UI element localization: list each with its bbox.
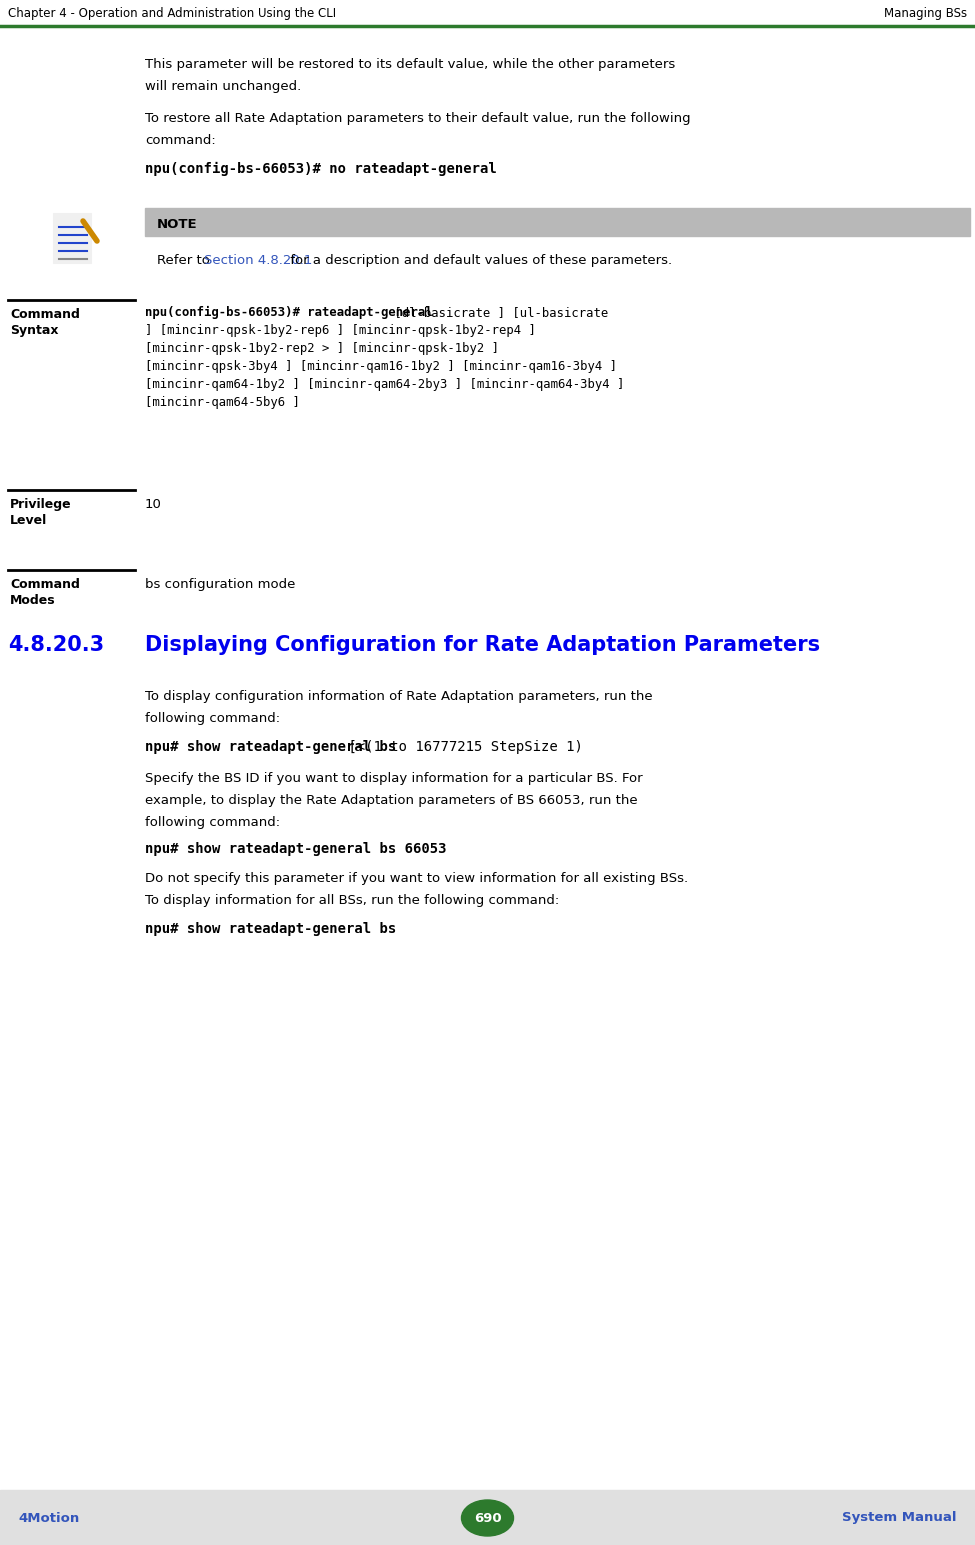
Text: npu# show rateadapt-general bs: npu# show rateadapt-general bs	[145, 740, 396, 754]
Text: bs configuration mode: bs configuration mode	[145, 578, 295, 592]
Text: command:: command:	[145, 134, 215, 147]
Text: will remain unchanged.: will remain unchanged.	[145, 80, 301, 93]
Bar	[145, 209, 970, 236]
Text: Section 4.8.20.1: Section 4.8.20.1	[204, 253, 312, 267]
Text: Command: Command	[10, 307, 80, 321]
Text: Syntax: Syntax	[10, 324, 58, 337]
Text: Refer to: Refer to	[157, 253, 214, 267]
Text: 4.8.20.3: 4.8.20.3	[8, 635, 104, 655]
Text: 690: 690	[474, 1511, 501, 1525]
Text: 4Motion: 4Motion	[18, 1511, 79, 1525]
Text: npu# show rateadapt-general bs: npu# show rateadapt-general bs	[145, 922, 396, 936]
Text: [mincinr-qpsk-3by4 ] [mincinr-qam16-1by2 ] [mincinr-qam16-3by4 ]: [mincinr-qpsk-3by4 ] [mincinr-qam16-1by2…	[145, 360, 617, 372]
Text: Level: Level	[10, 514, 47, 527]
Text: [mincinr-qam64-1by2 ] [mincinr-qam64-2by3 ] [mincinr-qam64-3by4 ]: [mincinr-qam64-1by2 ] [mincinr-qam64-2by…	[145, 379, 624, 391]
Text: example, to display the Rate Adaptation parameters of BS 66053, run the: example, to display the Rate Adaptation …	[145, 794, 638, 806]
Text: [<(1 to 16777215 StepSize 1): [<(1 to 16777215 StepSize 1)	[340, 740, 583, 754]
Text: following command:: following command:	[145, 816, 280, 830]
Text: System Manual: System Manual	[842, 1511, 957, 1525]
Bar	[53, 213, 91, 263]
Text: NOTE: NOTE	[157, 218, 198, 232]
Text: Do not specify this parameter if you want to view information for all existing B: Do not specify this parameter if you wan…	[145, 871, 688, 885]
Text: Privilege: Privilege	[10, 497, 71, 511]
Text: Displaying Configuration for Rate Adaptation Parameters: Displaying Configuration for Rate Adapta…	[145, 635, 820, 655]
Text: Chapter 4 - Operation and Administration Using the CLI: Chapter 4 - Operation and Administration…	[8, 6, 336, 20]
Text: Specify the BS ID if you want to display information for a particular BS. For: Specify the BS ID if you want to display…	[145, 772, 643, 785]
Ellipse shape	[461, 1500, 514, 1536]
Text: for a description and default values of these parameters.: for a description and default values of …	[286, 253, 672, 267]
Text: Managing BSs: Managing BSs	[884, 6, 967, 20]
Text: following command:: following command:	[145, 712, 280, 725]
Text: [mincinr-qam64-5by6 ]: [mincinr-qam64-5by6 ]	[145, 396, 300, 409]
Text: Modes: Modes	[10, 593, 56, 607]
Text: 10: 10	[145, 497, 162, 511]
Text: ] [mincinr-qpsk-1by2-rep6 ] [mincinr-qpsk-1by2-rep4 ]: ] [mincinr-qpsk-1by2-rep6 ] [mincinr-qps…	[145, 324, 536, 337]
Text: To display information for all BSs, run the following command:: To display information for all BSs, run …	[145, 895, 560, 907]
Text: npu(config-bs-66053)# no rateadapt-general: npu(config-bs-66053)# no rateadapt-gener…	[145, 162, 496, 176]
Text: To display configuration information of Rate Adaptation parameters, run the: To display configuration information of …	[145, 691, 652, 703]
Text: [mincinr-qpsk-1by2-rep2 > ] [mincinr-qpsk-1by2 ]: [mincinr-qpsk-1by2-rep2 > ] [mincinr-qps…	[145, 341, 499, 355]
Text: Command: Command	[10, 578, 80, 592]
Text: npu(config-bs-66053)# rateadapt-general: npu(config-bs-66053)# rateadapt-general	[145, 306, 433, 320]
Bar	[0, 1489, 975, 1545]
Text: [dl-basicrate ] [ul-basicrate: [dl-basicrate ] [ul-basicrate	[387, 306, 608, 318]
Text: To restore all Rate Adaptation parameters to their default value, run the follow: To restore all Rate Adaptation parameter…	[145, 111, 690, 125]
Text: npu# show rateadapt-general bs 66053: npu# show rateadapt-general bs 66053	[145, 842, 447, 856]
Text: This parameter will be restored to its default value, while the other parameters: This parameter will be restored to its d…	[145, 59, 676, 71]
